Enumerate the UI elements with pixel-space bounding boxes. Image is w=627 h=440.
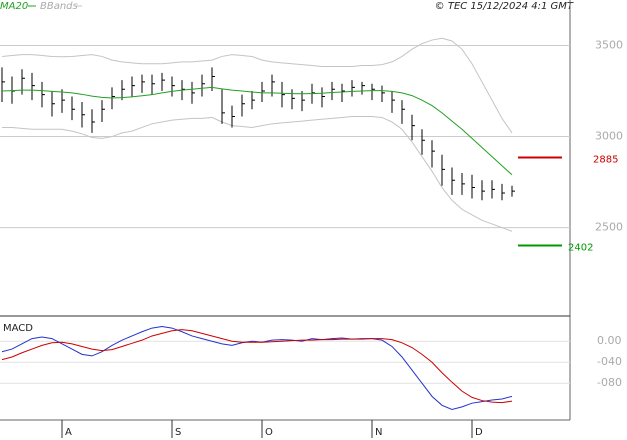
price-bar bbox=[341, 83, 345, 102]
price-bar bbox=[61, 89, 65, 113]
price-bar bbox=[301, 91, 305, 112]
price-bar bbox=[31, 72, 35, 101]
price-bar bbox=[101, 100, 105, 122]
x-tick-label: D bbox=[475, 427, 483, 438]
legend-ma: MA20 bbox=[0, 1, 28, 12]
price-bar bbox=[281, 81, 285, 108]
y-tick-label: 3000 bbox=[595, 130, 623, 143]
level-label: 2402 bbox=[568, 242, 593, 253]
y-tick-label: 3500 bbox=[595, 39, 623, 52]
price-bar bbox=[371, 83, 375, 101]
price-bar bbox=[471, 174, 475, 199]
x-tick-label: A bbox=[65, 427, 72, 438]
copyright: © TEC 15/12/2024 4:1 GMT bbox=[435, 1, 574, 12]
ma-line bbox=[1, 86, 513, 176]
level-label: 2885 bbox=[593, 155, 618, 166]
legend-bands: BBands bbox=[40, 1, 78, 12]
price-bar bbox=[51, 91, 55, 117]
price-bar bbox=[451, 167, 455, 195]
x-tick-label: N bbox=[375, 427, 382, 438]
price-bar bbox=[231, 105, 235, 128]
price-bar bbox=[171, 76, 175, 97]
price-bar bbox=[461, 172, 465, 195]
y-tick-label: -040 bbox=[597, 355, 622, 368]
price-bar bbox=[511, 185, 515, 197]
band-line bbox=[2, 116, 513, 232]
price-bar bbox=[251, 91, 255, 110]
price-bar bbox=[81, 101, 85, 128]
price-bar bbox=[351, 80, 355, 97]
price-bar bbox=[381, 85, 385, 102]
price-bar bbox=[141, 74, 145, 93]
price-bar bbox=[391, 91, 395, 113]
price-bar bbox=[161, 72, 165, 92]
macd-line bbox=[1, 329, 513, 404]
price-bar bbox=[71, 96, 75, 121]
price-bar bbox=[131, 76, 135, 97]
x-tick-label: S bbox=[175, 427, 181, 438]
y-tick-label: 2500 bbox=[595, 221, 623, 234]
price-bar bbox=[331, 81, 335, 101]
y-tick-label: -080 bbox=[597, 376, 622, 389]
price-bar bbox=[121, 80, 125, 101]
price-bar bbox=[441, 154, 445, 186]
macd-line bbox=[1, 325, 513, 411]
price-bar bbox=[481, 180, 485, 201]
price-bar bbox=[431, 140, 435, 168]
price-bar bbox=[241, 94, 245, 117]
price-bar bbox=[401, 100, 405, 124]
price-bar bbox=[201, 74, 205, 97]
price-bar bbox=[421, 129, 425, 155]
price-bar bbox=[491, 180, 495, 199]
price-bar bbox=[41, 81, 45, 108]
price-bar bbox=[361, 81, 365, 95]
price-bar bbox=[221, 89, 225, 124]
price-bar bbox=[411, 114, 415, 141]
price-bar bbox=[1, 67, 5, 102]
price-bar bbox=[151, 74, 155, 95]
price-bar bbox=[321, 87, 325, 108]
price-bar bbox=[291, 89, 295, 110]
y-tick-label: 0.00 bbox=[597, 334, 622, 347]
price-bar bbox=[191, 81, 195, 104]
price-bar bbox=[21, 69, 25, 95]
price-bar bbox=[501, 183, 505, 201]
macd-title: MACD bbox=[3, 323, 33, 334]
band-line bbox=[1, 37, 513, 134]
price-bar bbox=[91, 109, 95, 133]
x-tick-label: O bbox=[265, 427, 273, 438]
price-bar bbox=[261, 81, 265, 102]
